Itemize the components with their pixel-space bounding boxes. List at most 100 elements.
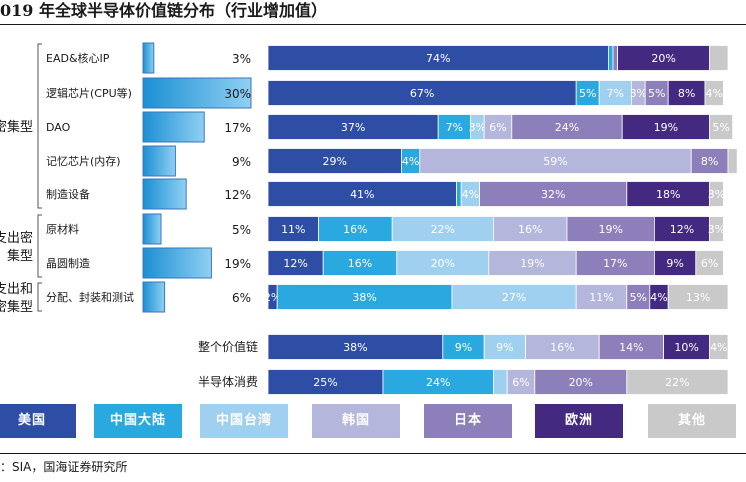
chart-legend: 美国 中国大陆 中国台湾 韩国 日本 欧洲 其他 xyxy=(0,404,746,438)
legend-item: 日本 xyxy=(424,404,512,438)
legend-item: 韩国 xyxy=(312,404,400,438)
segment-label: 19% xyxy=(598,223,622,236)
segment-label: 5% xyxy=(579,87,596,100)
segment-label: 3% xyxy=(630,87,647,100)
stacked-segment xyxy=(654,216,711,242)
stacked-segment xyxy=(663,334,710,360)
category-label: 整个价值链 xyxy=(198,339,258,354)
stacked-segment xyxy=(479,181,628,207)
stacked-segment xyxy=(267,80,577,106)
segment-label: 9% xyxy=(496,341,513,354)
stacked-segment xyxy=(511,114,623,140)
share-bar xyxy=(142,247,212,279)
stacked-segment xyxy=(695,250,724,276)
stacked-segment xyxy=(709,216,724,242)
category-label: 记忆芯片(内存) xyxy=(46,154,121,168)
category-label: EAD&核心IP xyxy=(46,51,110,65)
stacked-segment xyxy=(267,369,384,395)
stacked-segment xyxy=(396,250,490,276)
stacked-segment xyxy=(709,45,729,71)
segment-label: 3% xyxy=(708,223,725,236)
segment-label: 19% xyxy=(520,257,544,270)
group-label: 支出密 xyxy=(0,230,33,246)
segment-label: 22% xyxy=(431,223,455,236)
segment-label: 24% xyxy=(555,121,579,134)
stacked-segment xyxy=(709,334,729,360)
share-label: 12% xyxy=(224,188,251,202)
segment-label: 19% xyxy=(654,121,678,134)
stacked-segment xyxy=(626,181,710,207)
stacked-segment xyxy=(267,250,324,276)
segment-label: 18% xyxy=(656,188,680,201)
stacked-segment xyxy=(437,114,471,140)
segment-label: 6% xyxy=(489,121,506,134)
stacked-segment xyxy=(598,334,665,360)
segment-label: 6% xyxy=(701,257,718,270)
segment-label: 3% xyxy=(469,121,486,134)
stacked-segment xyxy=(322,250,398,276)
value-chain-chart: 密集型支出密集型支出和密集型EAD&核心IP逻辑芯片(CPU等)DAO记忆芯片(… xyxy=(0,42,738,395)
stacked-segment xyxy=(267,114,439,140)
segment-label: 7% xyxy=(446,121,463,134)
segment-label: 11% xyxy=(281,223,305,236)
segment-label: 5% xyxy=(712,121,729,134)
segment-label: 67% xyxy=(410,87,434,100)
segment-label: 38% xyxy=(343,341,367,354)
share-label: 5% xyxy=(232,223,251,237)
stacked-segment xyxy=(267,148,402,174)
segment-label: 29% xyxy=(322,155,346,168)
group-bracket xyxy=(37,282,42,312)
group-bracket xyxy=(37,43,42,209)
legend-item: 美国 xyxy=(0,404,76,438)
category-label: 逻辑芯片(CPU等) xyxy=(46,86,132,100)
stacked-segment xyxy=(276,284,453,310)
stacked-segment xyxy=(442,334,485,360)
category-label: 原材料 xyxy=(46,222,79,236)
segment-label: 24% xyxy=(426,376,450,389)
segment-label: 16% xyxy=(348,257,372,270)
segment-label: 3% xyxy=(708,188,725,201)
segment-label: 27% xyxy=(502,291,526,304)
stacked-segment xyxy=(267,216,319,242)
stacked-segment xyxy=(267,334,444,360)
segment-label: 4% xyxy=(705,87,722,100)
group-bracket xyxy=(37,214,42,278)
stacked-segment xyxy=(492,369,508,395)
category-label: 半导体消费 xyxy=(198,375,258,389)
segment-label: 22% xyxy=(665,376,689,389)
segment-label: 16% xyxy=(343,223,367,236)
segment-label: 7% xyxy=(607,87,624,100)
stacked-segment xyxy=(608,45,614,71)
legend-item: 中国台湾 xyxy=(200,404,288,438)
stacked-segment xyxy=(690,148,729,174)
stacked-segment xyxy=(704,80,724,106)
share-label: 19% xyxy=(224,257,251,271)
stacked-segment xyxy=(451,284,577,310)
legend-item: 中国大陆 xyxy=(94,404,182,438)
stacked-segment xyxy=(382,369,494,395)
segment-label: 20% xyxy=(431,257,455,270)
group-label: 集型 xyxy=(7,248,33,264)
segment-label: 20% xyxy=(569,376,593,389)
segment-label: 10% xyxy=(674,341,698,354)
segment-label: 17% xyxy=(603,257,627,270)
stacked-segment xyxy=(318,216,393,242)
stacked-segment xyxy=(483,334,527,360)
share-bar xyxy=(142,281,166,313)
group-label: 密集型 xyxy=(0,119,33,135)
stacked-segment xyxy=(654,250,697,276)
segment-label: 41% xyxy=(350,188,374,201)
share-label: 17% xyxy=(224,121,251,135)
stacked-segment xyxy=(391,216,494,242)
segment-label: 38% xyxy=(352,291,376,304)
share-bar xyxy=(142,42,155,74)
segment-label: 9% xyxy=(455,341,472,354)
stacked-segment xyxy=(709,114,733,140)
chart-title: 019 年全球半导体价值链分布（行业增加值） xyxy=(0,1,327,20)
segment-label: 13% xyxy=(686,291,710,304)
stacked-segment xyxy=(267,45,609,71)
segment-label: 14% xyxy=(619,341,643,354)
share-label: 9% xyxy=(232,155,251,169)
share-bar xyxy=(142,145,176,177)
segment-label: 12% xyxy=(670,223,694,236)
